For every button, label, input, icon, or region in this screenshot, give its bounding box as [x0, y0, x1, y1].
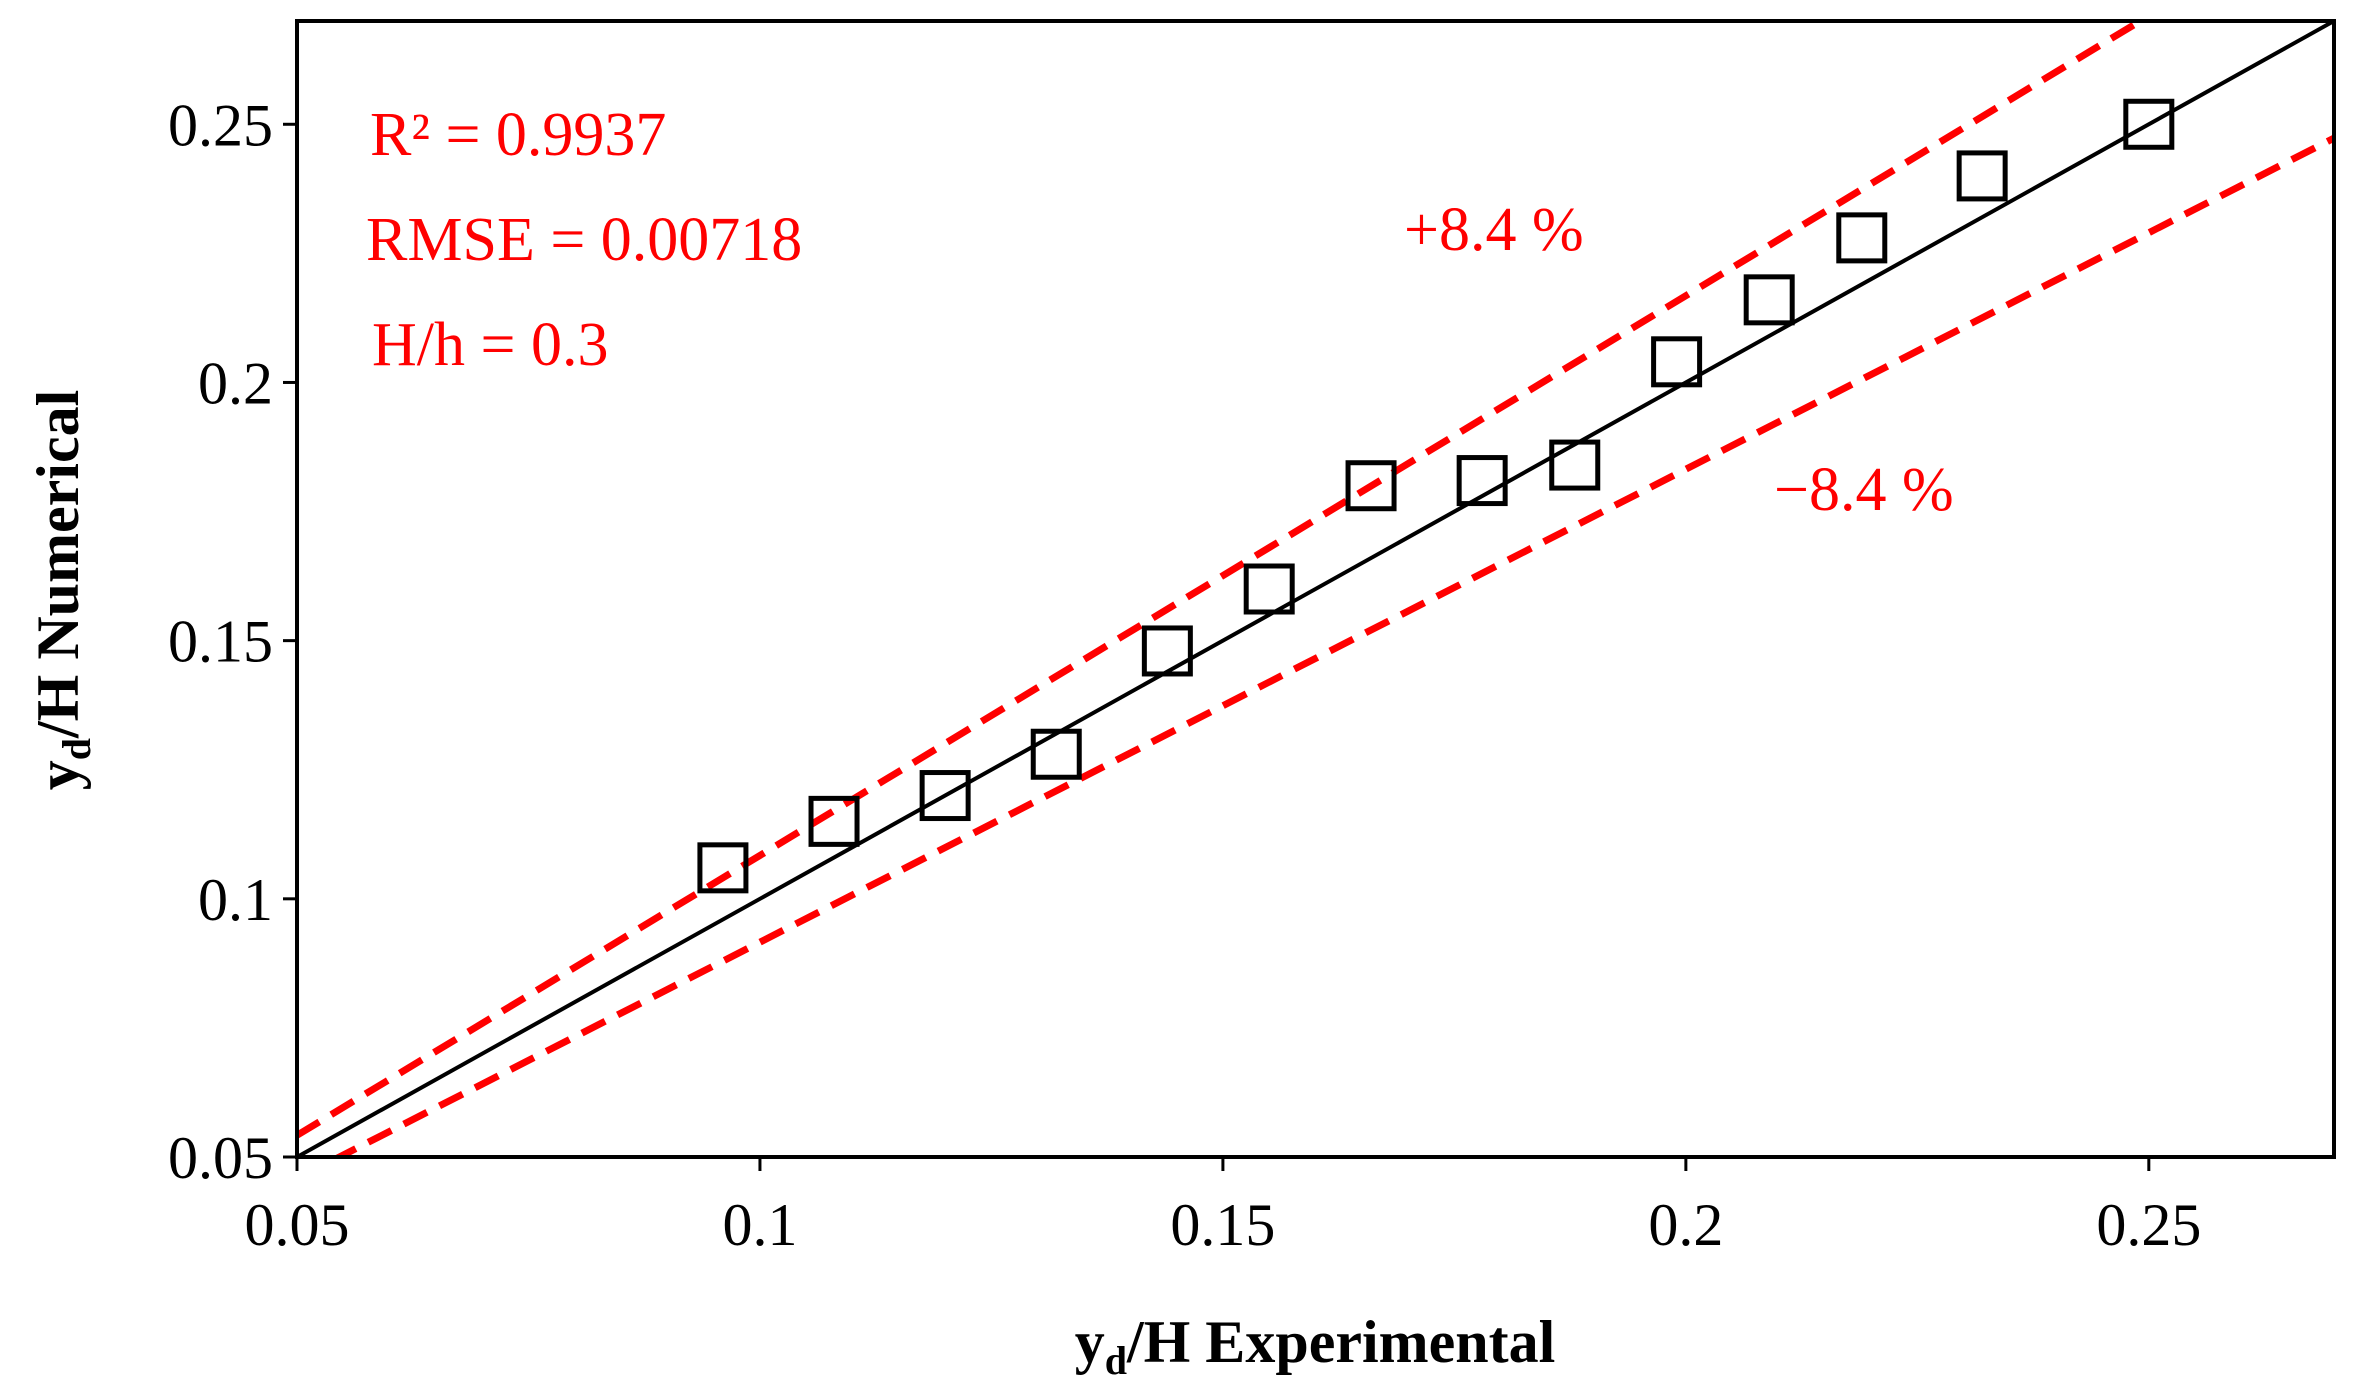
y-axis-ticks: 0.05 0.1 0.15 0.2 0.25 — [168, 92, 297, 1191]
y-tick-label: 0.2 — [198, 350, 273, 416]
data-point — [808, 795, 860, 847]
data-point — [1030, 728, 1082, 780]
data-point — [1743, 274, 1795, 326]
data-point — [1141, 625, 1193, 677]
x-tick-label: 0.15 — [1170, 1192, 1275, 1258]
upper-band-label: +8.4 % — [1404, 196, 1584, 264]
data-point — [1956, 150, 2008, 202]
data-point — [2123, 98, 2175, 150]
reference-line-upper — [297, 21, 2148, 1139]
y-tick-label: 0.05 — [168, 1125, 273, 1191]
data-point — [1345, 460, 1397, 512]
y-tick-label: 0.1 — [198, 867, 273, 933]
data-point — [1243, 563, 1295, 615]
data-point — [1651, 336, 1703, 388]
y-tick-label: 0.15 — [168, 609, 273, 675]
data-point — [1836, 212, 1888, 264]
data-point — [919, 770, 971, 822]
ratio-annotation: H/h = 0.3 — [372, 311, 608, 379]
x-axis-title: yd/H Experimental — [1075, 1309, 1556, 1383]
x-tick-label: 0.05 — [245, 1192, 350, 1258]
data-point — [1549, 439, 1601, 491]
plot-frame — [295, 19, 2336, 1159]
data-point — [1456, 455, 1508, 507]
data-points — [697, 98, 2175, 894]
y-tick-label: 0.25 — [168, 92, 273, 158]
x-tick-label: 0.25 — [2096, 1192, 2201, 1258]
x-tick-label: 0.2 — [1648, 1192, 1723, 1258]
rmse-annotation: RMSE = 0.00718 — [366, 206, 802, 274]
y-axis-title: yd/H Numerical — [25, 390, 99, 791]
reference-lines — [297, 21, 2334, 1157]
data-point — [697, 842, 749, 894]
x-tick-label: 0.1 — [722, 1192, 797, 1258]
lower-band-label: −8.4 % — [1774, 456, 1954, 524]
x-axis-ticks: 0.05 0.1 0.15 0.2 0.25 — [245, 1157, 2201, 1258]
reference-line-lower — [331, 134, 2334, 1157]
reference-line-identity — [297, 21, 2334, 1157]
r-squared-annotation: R² = 0.9937 — [370, 101, 666, 169]
